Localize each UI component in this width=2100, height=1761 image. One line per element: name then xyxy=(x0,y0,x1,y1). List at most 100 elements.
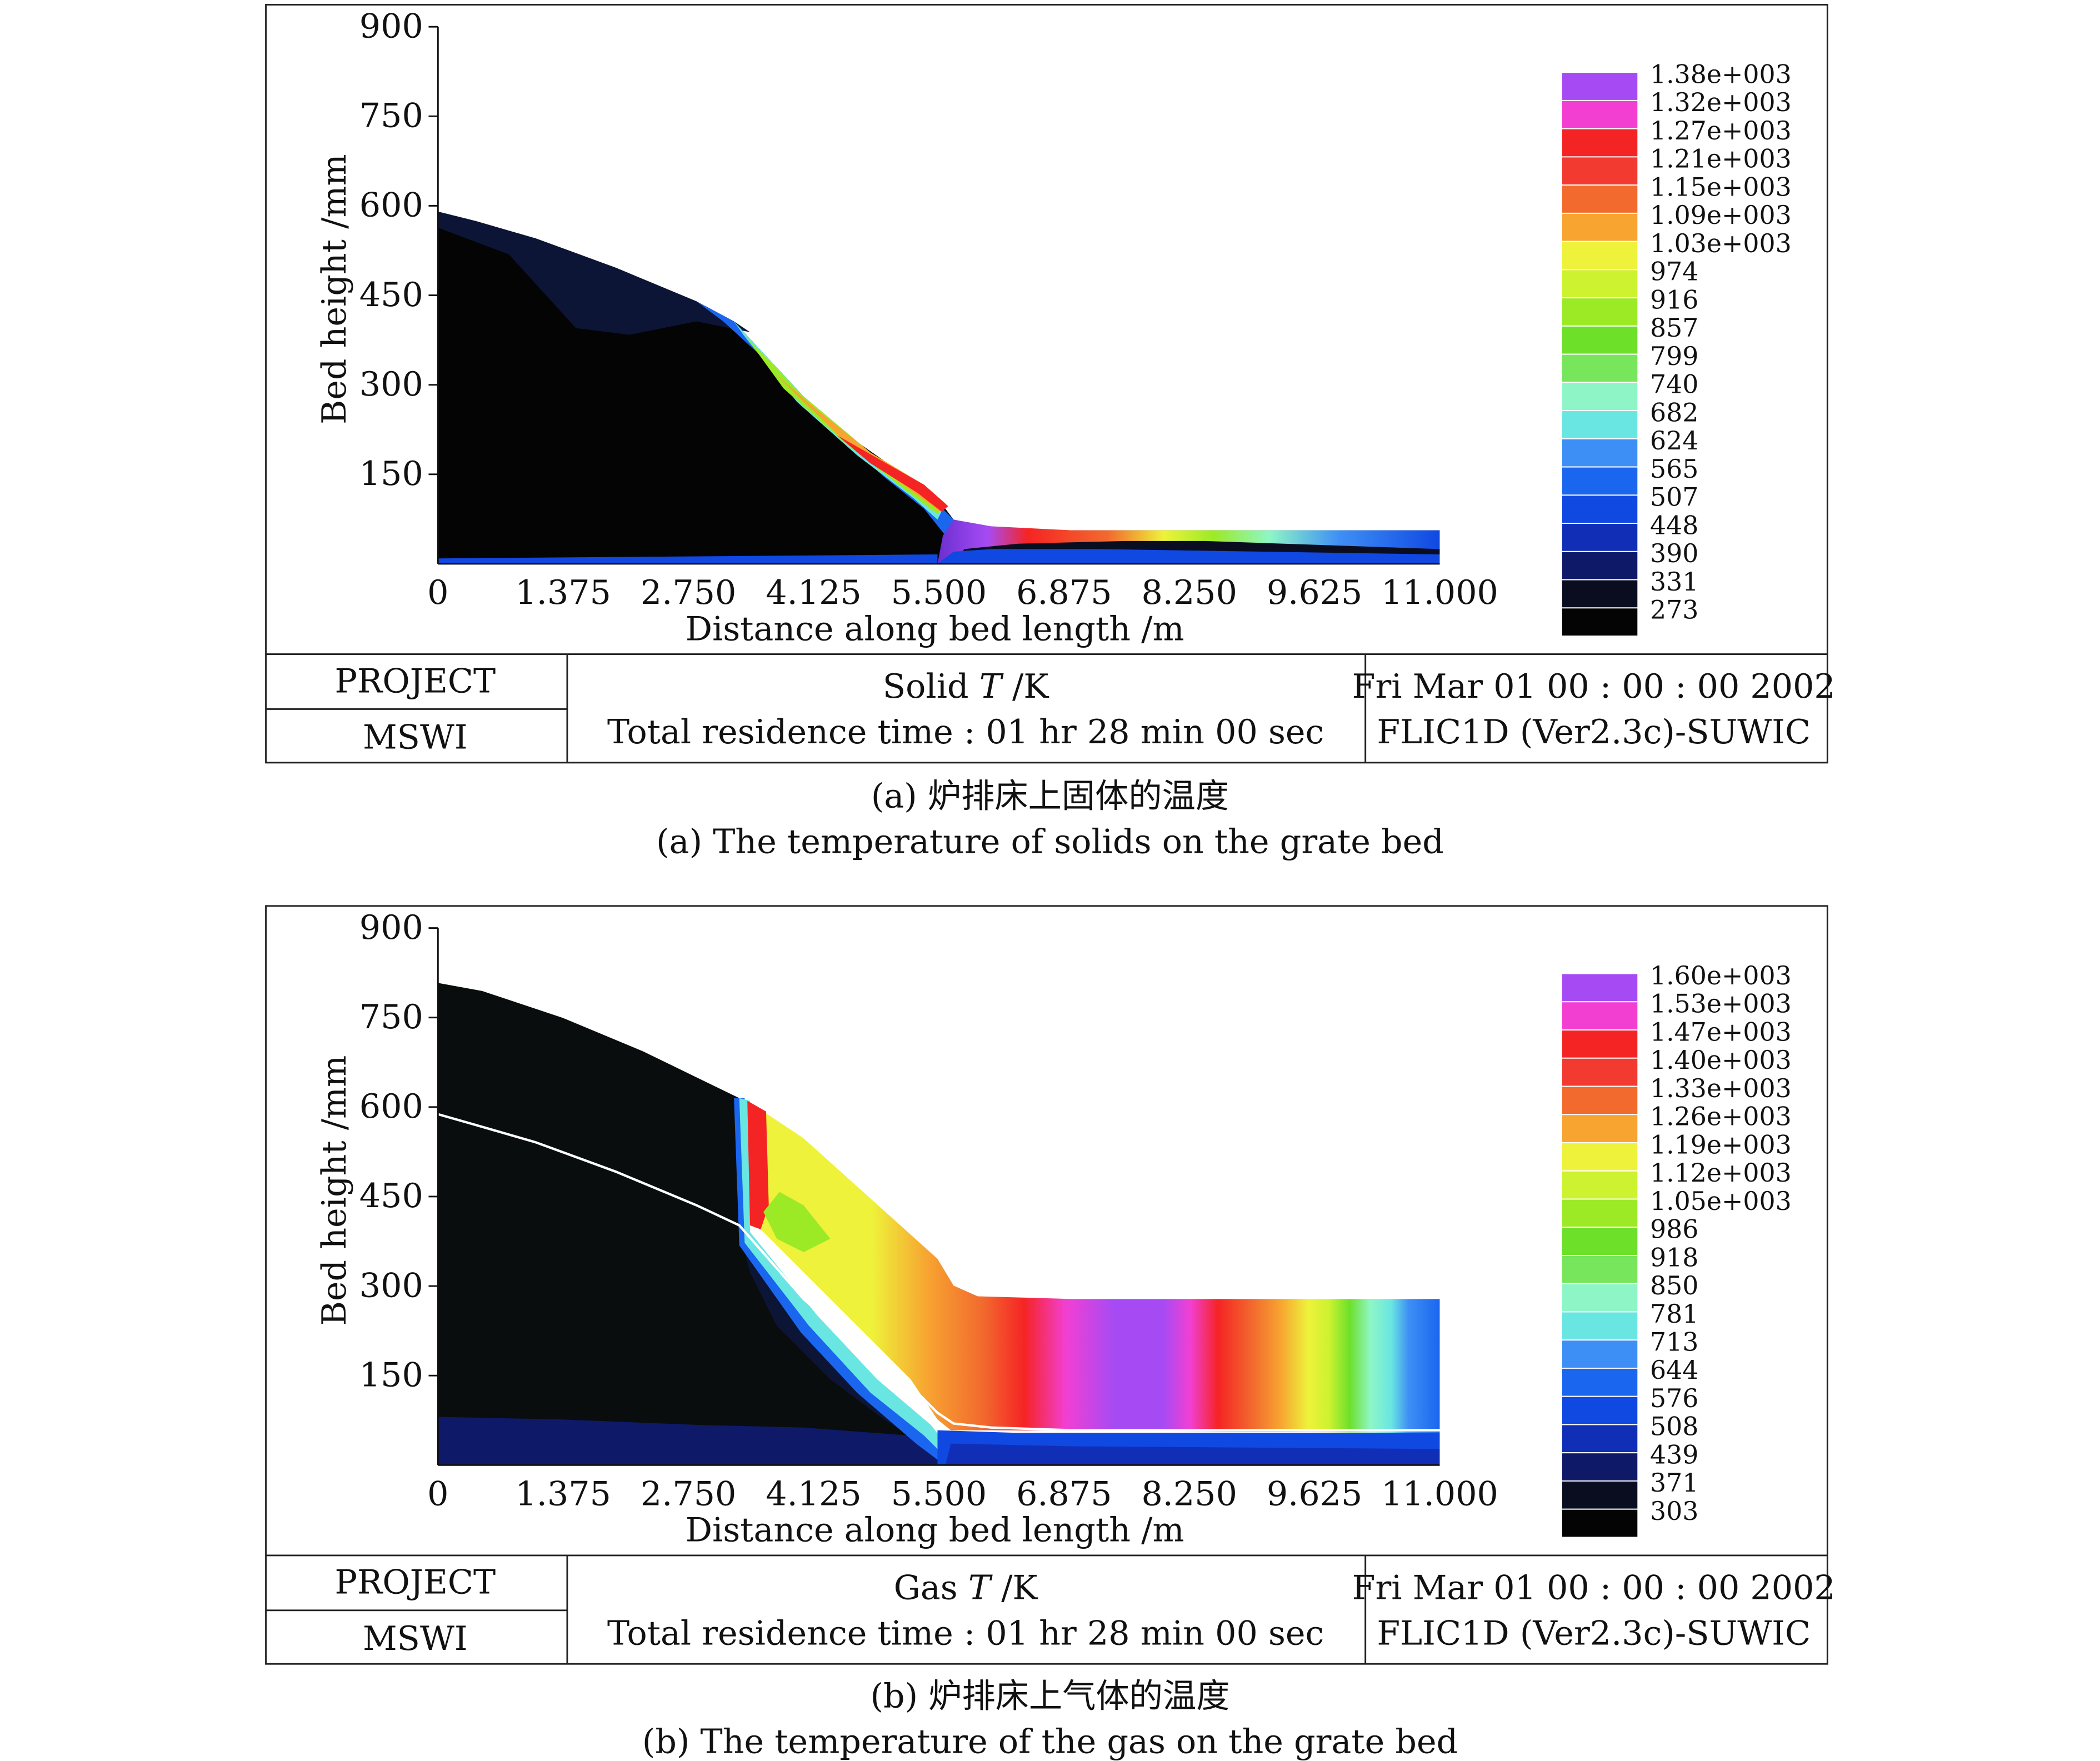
x-tick-label: 2.750 xyxy=(641,573,736,612)
legend-label: 918 xyxy=(1650,1242,1698,1272)
legend-swatch xyxy=(1561,1508,1639,1538)
bed-low-blue xyxy=(937,549,1440,564)
x-axis-label: Distance along bed length /m xyxy=(686,1511,1184,1550)
y-tick-label: 600 xyxy=(359,1087,423,1126)
legend-swatch xyxy=(1561,212,1639,242)
legend-label: 1.15e+003 xyxy=(1650,172,1792,202)
variable-symbol: T xyxy=(979,667,1004,706)
legend-swatch xyxy=(1561,466,1639,496)
color-legend: 1.60e+0031.53e+0031.47e+0031.40e+0031.33… xyxy=(1561,960,1792,1538)
legend-swatch xyxy=(1561,1170,1639,1200)
legend-label: 740 xyxy=(1650,369,1698,399)
residence-time: Total residence time : 01 hr 28 min 00 s… xyxy=(607,1614,1324,1653)
x-tick-label: 8.250 xyxy=(1141,1475,1237,1514)
legend-label: 1.38e+003 xyxy=(1650,59,1792,89)
legend-swatch xyxy=(1561,1395,1639,1425)
x-tick-label: 5.500 xyxy=(891,1475,987,1514)
y-axis-label: Bed height /mm xyxy=(315,154,354,424)
gas-red-edge xyxy=(747,1100,769,1229)
legend-label: 331 xyxy=(1650,567,1698,597)
legend-label: 390 xyxy=(1650,538,1698,568)
legend-swatch xyxy=(1561,269,1639,299)
legend-swatch xyxy=(1561,1311,1639,1341)
gas-navy-lower xyxy=(438,1417,938,1465)
legend-swatch xyxy=(1561,1029,1639,1059)
legend-swatch xyxy=(1561,72,1639,101)
legend-label: 799 xyxy=(1650,341,1698,371)
legend-swatch xyxy=(1561,973,1639,1003)
variable-symbol: T xyxy=(968,1568,993,1607)
gas-green-pocket xyxy=(763,1192,831,1252)
residence-time: Total residence time : 01 hr 28 min 00 s… xyxy=(607,713,1324,752)
legend-swatch xyxy=(1561,325,1639,355)
project-name: MSWI xyxy=(363,718,468,757)
legend-swatch xyxy=(1561,99,1639,129)
caption-cn: (a) 炉排床上固体的温度 xyxy=(871,777,1229,816)
y-tick-label: 750 xyxy=(359,97,423,136)
legend-swatch xyxy=(1561,1198,1639,1228)
legend-swatch xyxy=(1561,241,1639,271)
legend-label: 1.53e+003 xyxy=(1650,989,1792,1019)
legend-label: 916 xyxy=(1650,284,1698,314)
project-name: MSWI xyxy=(363,1619,468,1658)
legend-swatch xyxy=(1561,579,1639,609)
legend-swatch xyxy=(1561,1001,1639,1030)
legend-label: 682 xyxy=(1650,397,1698,427)
legend-swatch xyxy=(1561,1424,1639,1454)
y-ticks: 900 750 600 450 300 150 xyxy=(359,7,438,493)
legend-label: 974 xyxy=(1650,257,1698,287)
y-ticks: 900 750 600 450 300 150 xyxy=(359,908,438,1394)
legend-label: 624 xyxy=(1650,426,1698,456)
info-table: PROJECT MSWI Solid T /K Total residence … xyxy=(266,653,1836,763)
y-tick-label: 150 xyxy=(359,454,423,493)
bed-navy-shell xyxy=(438,211,751,335)
run-date: Fri Mar 01 00 : 00 : 00 2002 xyxy=(1352,667,1836,706)
legend-label: 439 xyxy=(1650,1439,1698,1469)
legend-swatch xyxy=(1561,438,1639,468)
caption-en: (a) The temperature of solids on the gra… xyxy=(656,823,1444,862)
legend-label: 713 xyxy=(1650,1327,1698,1357)
panel-solid-temperature: 900 750 600 450 300 150 0 1.375 2.750 4.125 5.500… xyxy=(265,3,1836,862)
variable-name: Solid xyxy=(883,667,969,706)
variable-unit: /K xyxy=(1012,667,1049,706)
color-legend: 1.38e+0031.32e+0031.27e+0031.21e+0031.15… xyxy=(1561,59,1792,637)
legend-label: 1.27e+003 xyxy=(1650,116,1792,146)
x-axis-label: Distance along bed length /m xyxy=(686,609,1184,648)
legend-label: 1.40e+003 xyxy=(1650,1045,1792,1075)
y-tick-label: 900 xyxy=(359,908,423,947)
legend-swatch xyxy=(1561,1452,1639,1482)
legend-label: 857 xyxy=(1650,313,1698,343)
y-tick-label: 150 xyxy=(359,1355,423,1394)
y-axis-label: Bed height /mm xyxy=(315,1055,354,1326)
legend-swatch xyxy=(1561,523,1639,552)
project-label: PROJECT xyxy=(334,662,496,701)
legend-swatch xyxy=(1561,1255,1639,1284)
legend-label: 986 xyxy=(1650,1214,1698,1244)
legend-label: 371 xyxy=(1650,1468,1698,1498)
x-tick-label: 11.000 xyxy=(1381,1475,1498,1514)
legend-label: 303 xyxy=(1650,1496,1698,1526)
legend-swatch xyxy=(1561,1339,1639,1369)
x-tick-label: 9.625 xyxy=(1267,1475,1362,1514)
y-tick-label: 600 xyxy=(359,186,423,225)
caption-cn: (b) 炉排床上气体的温度 xyxy=(871,1677,1230,1716)
x-tick-label: 8.250 xyxy=(1141,573,1237,612)
variable-unit: /K xyxy=(1001,1568,1038,1607)
legend-label: 1.19e+003 xyxy=(1650,1129,1792,1159)
x-tick-label: 5.500 xyxy=(891,573,987,612)
x-tick-label: 1.375 xyxy=(515,573,611,612)
legend-label: 448 xyxy=(1650,510,1698,540)
legend-label: 1.03e+003 xyxy=(1650,228,1792,258)
variable-name: Gas xyxy=(894,1568,958,1607)
solid-interface-line xyxy=(437,1113,1440,1432)
plot-area xyxy=(438,211,1440,564)
legend-label: 1.05e+003 xyxy=(1650,1186,1792,1216)
legend-swatch xyxy=(1561,1057,1639,1087)
legend-swatch xyxy=(1561,353,1639,383)
legend-label: 1.60e+003 xyxy=(1650,960,1792,990)
y-tick-label: 300 xyxy=(359,1266,423,1305)
legend-swatch xyxy=(1561,1114,1639,1143)
gas-hot-zone xyxy=(747,1100,1440,1433)
variable-title: Solid T /K xyxy=(883,667,1049,706)
